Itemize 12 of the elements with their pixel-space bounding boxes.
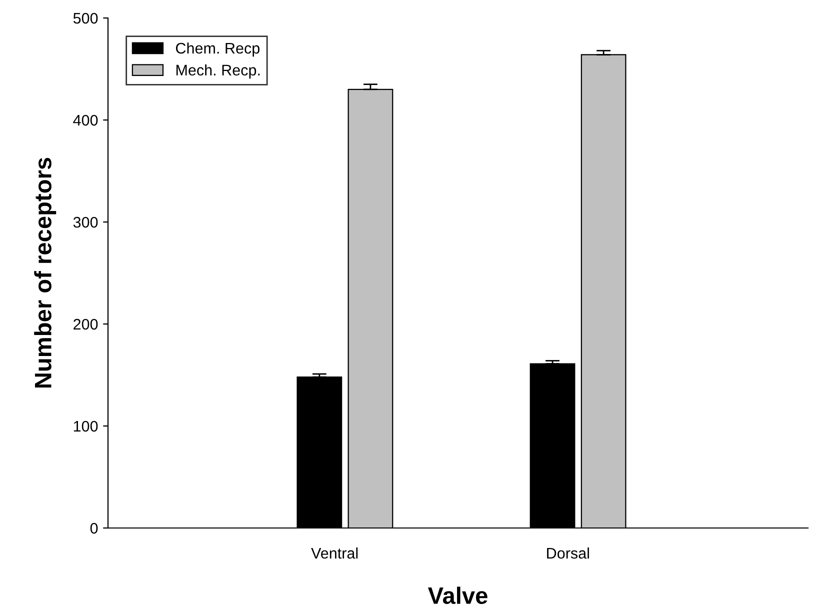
x-axis-title: Valve — [428, 586, 488, 604]
y-tick-label: 500 — [73, 12, 98, 24]
x-tick-label: Dorsal — [547, 547, 589, 559]
legend-label: Mech. Recp. — [176, 64, 260, 79]
y-tick-label: 100 — [74, 420, 98, 432]
x-tick-label: Ventral — [311, 547, 358, 559]
y-tick-label: 200 — [74, 318, 98, 330]
y-tick-label: 300 — [73, 216, 98, 228]
y-axis-title: Number of receptors — [34, 158, 56, 388]
y-tick-label: 0 — [90, 522, 98, 534]
legend-label: Chem. Recp — [176, 42, 260, 57]
y-tick-label: 400 — [73, 114, 98, 126]
